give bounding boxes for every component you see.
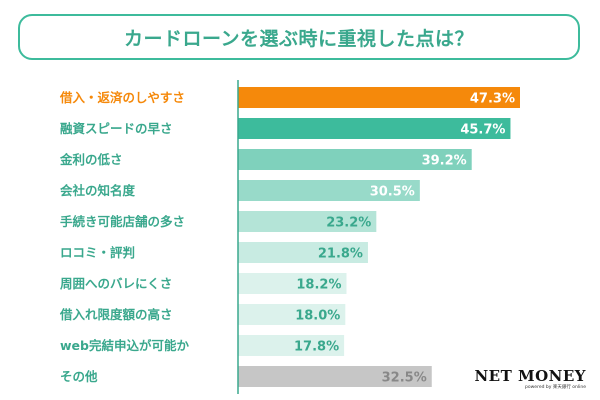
- bar: [238, 149, 472, 170]
- category-label: その他: [60, 369, 98, 384]
- category-label: 融資スピードの早さ: [60, 121, 173, 136]
- bar: [238, 304, 346, 325]
- bar: [238, 335, 345, 356]
- category-label: 借入・返済のしやすさ: [59, 90, 185, 105]
- bar: [238, 87, 520, 108]
- value-label: 21.8%: [318, 247, 363, 262]
- bar: [238, 211, 377, 232]
- value-label: 39.2%: [422, 154, 467, 169]
- chart-title: カードローンを選ぶ時に重視した点は？: [123, 27, 475, 50]
- bar: [238, 242, 368, 263]
- category-label: 金利の低さ: [59, 152, 123, 167]
- brand-logo: NET MONEY powered by 楽天銀行 online: [474, 367, 586, 390]
- value-label: 32.5%: [382, 371, 427, 386]
- chart-title-box: カードローンを選ぶ時に重視した点は？: [18, 14, 580, 60]
- category-label: 周囲へのバレにくさ: [60, 276, 172, 291]
- brand-tagline: powered by 楽天銀行 online: [525, 385, 586, 390]
- bar: [238, 273, 347, 294]
- value-label: 18.2%: [296, 278, 341, 293]
- value-label: 47.3%: [470, 92, 515, 107]
- category-label: web完結申込が可能か: [60, 338, 189, 353]
- value-label: 23.2%: [326, 216, 371, 231]
- bar: [238, 180, 420, 201]
- category-label: 会社の知名度: [60, 183, 136, 198]
- bar: [238, 366, 432, 387]
- category-label: 手続き可能店舗の多さ: [60, 214, 185, 229]
- value-label: 18.0%: [295, 309, 340, 324]
- category-label: ロコミ・評判: [60, 245, 135, 260]
- value-label: 45.7%: [460, 123, 505, 138]
- value-label: 17.8%: [294, 340, 339, 355]
- category-label: 借入れ限度額の高さ: [59, 307, 173, 322]
- bar: [238, 118, 511, 139]
- brand-logo-text: NET MONEY: [474, 367, 586, 385]
- value-label: 30.5%: [370, 185, 415, 200]
